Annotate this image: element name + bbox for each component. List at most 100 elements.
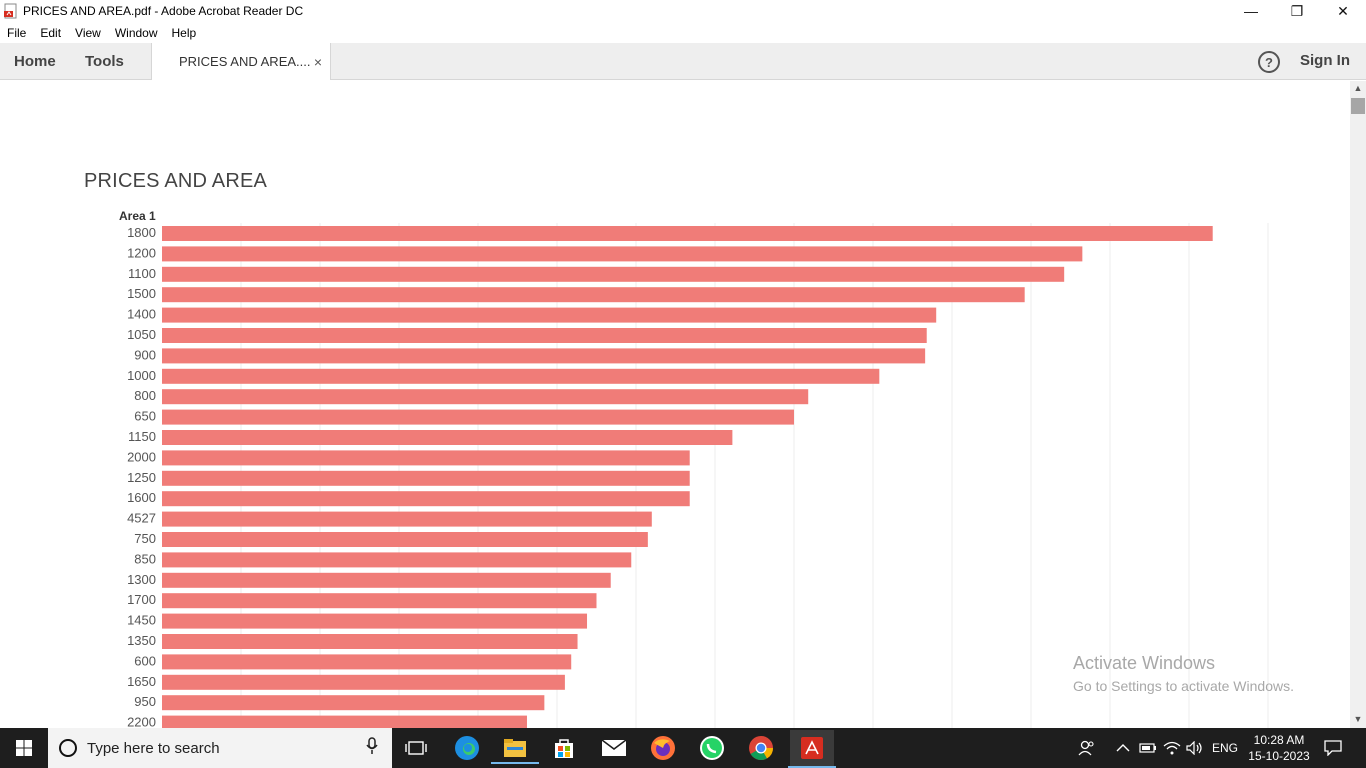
category-label: 1100 xyxy=(128,266,156,281)
category-label: 1300 xyxy=(127,572,156,587)
activate-windows-watermark: Activate Windows Go to Settings to activ… xyxy=(1073,653,1294,694)
scroll-thumb[interactable] xyxy=(1351,98,1365,114)
whatsapp-icon[interactable] xyxy=(692,732,732,764)
microsoft-store-icon[interactable] xyxy=(544,732,584,764)
bar xyxy=(162,328,927,343)
category-label: 1400 xyxy=(127,307,156,322)
bar xyxy=(162,613,588,629)
tab-home[interactable]: Home xyxy=(14,53,56,70)
scroll-up-icon[interactable]: ▲ xyxy=(1353,83,1363,93)
bar xyxy=(162,368,880,384)
bar xyxy=(162,532,648,547)
category-label: 1000 xyxy=(127,368,156,383)
category-label: 1650 xyxy=(127,674,156,689)
tab-tools[interactable]: Tools xyxy=(85,53,124,70)
category-label: 1700 xyxy=(127,592,156,607)
category-label: 1350 xyxy=(127,633,156,648)
bar xyxy=(162,593,597,609)
bar xyxy=(162,450,690,466)
volume-icon[interactable] xyxy=(1186,728,1204,768)
bar xyxy=(162,552,632,568)
chevron-up-icon[interactable] xyxy=(1116,728,1130,768)
category-label: 1250 xyxy=(127,470,156,485)
category-label: 1600 xyxy=(127,490,156,505)
search-placeholder: Type here to search xyxy=(87,739,220,757)
bar xyxy=(162,491,690,507)
acrobat-taskbar-icon[interactable] xyxy=(788,730,836,768)
taskbar-search[interactable]: Type here to search xyxy=(48,728,392,768)
title-bar: PRICES AND AREA.pdf - Adobe Acrobat Read… xyxy=(0,0,1366,22)
people-icon[interactable] xyxy=(1078,728,1096,768)
bar xyxy=(162,715,527,728)
category-label: 900 xyxy=(134,347,156,362)
document-viewport[interactable]: PRICES AND AREA Area 1 1800 1200 1100 1500 1… xyxy=(0,81,1350,728)
category-label: 650 xyxy=(134,409,156,424)
bar xyxy=(162,430,733,445)
notifications-icon[interactable] xyxy=(1324,728,1342,768)
taskbar: Type here to search xyxy=(0,728,1366,768)
category-label: 1500 xyxy=(127,286,156,301)
menu-view[interactable]: View xyxy=(75,25,101,40)
menu-edit[interactable]: Edit xyxy=(40,25,62,40)
bar xyxy=(162,409,794,425)
bar xyxy=(162,266,1065,282)
menu-window[interactable]: Window xyxy=(114,25,158,40)
category-label: 600 xyxy=(134,653,156,668)
category-label: 4527 xyxy=(127,511,156,526)
close-window-button[interactable]: ✕ xyxy=(1337,2,1349,19)
wifi-icon[interactable] xyxy=(1163,728,1181,768)
edge-browser-icon[interactable] xyxy=(447,732,487,764)
bar xyxy=(162,470,690,486)
bar xyxy=(162,695,545,711)
acrobat-pdf-icon xyxy=(3,3,19,19)
category-label: 750 xyxy=(134,531,156,546)
search-icon xyxy=(59,739,77,757)
category-label: 2000 xyxy=(127,449,156,464)
bar xyxy=(162,654,572,670)
bar xyxy=(162,674,565,690)
menu-bar: File Edit View Window Help xyxy=(0,22,1366,43)
sign-in-button[interactable]: Sign In xyxy=(1300,52,1350,69)
firefox-icon[interactable] xyxy=(643,732,683,764)
clock[interactable]: 10:28 AM 15-10-2023 xyxy=(1244,732,1314,764)
language-indicator[interactable]: ENG xyxy=(1212,741,1239,755)
close-tab-icon[interactable]: × xyxy=(313,53,322,70)
vertical-scrollbar[interactable]: ▲ ▼ xyxy=(1350,81,1366,728)
watermark-line2: Go to Settings to activate Windows. xyxy=(1073,678,1294,694)
bar xyxy=(162,246,1083,262)
category-label: 1150 xyxy=(128,429,156,444)
bar xyxy=(162,226,1213,241)
y-axis-label: Area 1 xyxy=(119,209,156,223)
chrome-icon[interactable] xyxy=(741,732,781,764)
category-label: 800 xyxy=(134,388,156,403)
minimize-button[interactable]: — xyxy=(1244,3,1258,19)
category-label: 850 xyxy=(134,551,156,566)
bar xyxy=(162,287,1025,303)
mail-icon[interactable] xyxy=(594,732,634,764)
category-label: 2200 xyxy=(127,715,156,728)
bar xyxy=(162,634,578,649)
bar xyxy=(162,511,652,527)
explorer-active-indicator xyxy=(491,762,539,764)
restore-button[interactable]: ❐ xyxy=(1290,2,1304,19)
bar xyxy=(162,307,937,323)
menu-help[interactable]: Help xyxy=(171,25,197,40)
watermark-line1: Activate Windows xyxy=(1073,653,1216,673)
battery-icon[interactable] xyxy=(1139,728,1157,768)
help-icon[interactable]: ? xyxy=(1258,51,1280,73)
bar xyxy=(162,572,611,588)
tab-document[interactable]: PRICES AND AREA.... × xyxy=(151,43,331,80)
category-label: 1050 xyxy=(127,327,156,342)
acrobat-active-indicator xyxy=(788,766,836,768)
bar xyxy=(162,389,809,405)
task-view-icon[interactable] xyxy=(396,732,436,764)
bar-chart: 1800 1200 1100 1500 1400 1050 900 1000 800 650 115… xyxy=(127,223,1269,728)
file-explorer-icon[interactable] xyxy=(491,732,539,764)
menu-file[interactable]: File xyxy=(7,25,27,40)
scroll-down-icon[interactable]: ▼ xyxy=(1353,714,1363,724)
chart-title: PRICES AND AREA xyxy=(84,170,268,192)
windows-start-icon[interactable] xyxy=(0,728,48,768)
microphone-icon[interactable] xyxy=(366,737,378,759)
tab-bar: Home Tools PRICES AND AREA.... × xyxy=(0,43,1366,80)
